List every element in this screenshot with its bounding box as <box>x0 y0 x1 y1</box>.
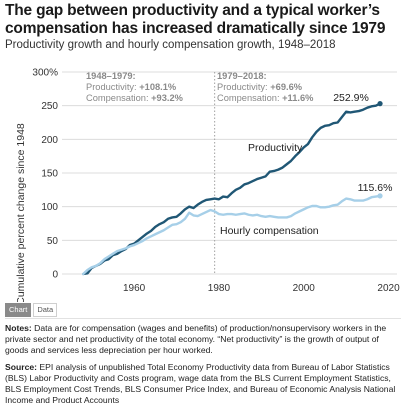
gridlines <box>62 71 397 275</box>
chart-notes: Notes: Data are for compensation (wages … <box>5 323 401 356</box>
x-tick-label: 1960 <box>123 283 146 294</box>
x-tick-label: 1980 <box>208 283 231 294</box>
productivity-end-point <box>377 101 383 107</box>
y-tick-label: 100 <box>41 202 58 213</box>
page-subtitle: Productivity growth and hourly compensat… <box>5 39 336 51</box>
period-1-label: 1948–1979: <box>86 71 136 81</box>
source-label: Source: <box>5 362 37 372</box>
divider <box>5 318 401 319</box>
productivity-end-label: 252.9% <box>333 92 369 104</box>
notes-label: Notes: <box>5 323 32 333</box>
y-tick-label: 0 <box>52 270 58 281</box>
x-tick-label: 2020 <box>377 283 400 294</box>
y-tick-label: 50 <box>47 236 59 247</box>
tab-chart[interactable]: Chart <box>5 303 32 317</box>
view-tabs: Chart Data <box>5 303 58 317</box>
compensation-series-label: Hourly compensation <box>220 225 319 237</box>
compensation-line <box>82 194 382 276</box>
productivity-line <box>82 102 382 276</box>
notes-text: Data are for compensation (wages and ben… <box>5 323 387 356</box>
period-2-compensation: Compensation: +11.6% <box>217 93 314 103</box>
productivity-series-label: Productivity <box>248 142 303 154</box>
source-text: EPI analysis of unpublished Total Econom… <box>5 362 396 406</box>
x-axis-tick-labels: 1960 1980 2000 2020 <box>123 283 400 294</box>
y-tick-label: 200 <box>41 135 58 146</box>
page-title: The gap between productivity and a typic… <box>5 2 386 37</box>
chart-source: Source: EPI analysis of unpublished Tota… <box>5 362 401 406</box>
period-1-productivity: Productivity: +108.1% <box>86 82 177 92</box>
period-1-compensation: Compensation: +93.2% <box>86 93 184 103</box>
y-axis-tick-labels: 0 50 100 150 200 250 300% <box>32 68 58 281</box>
tab-data[interactable]: Data <box>33 303 58 317</box>
y-tick-label: 250 <box>41 101 58 112</box>
y-tick-label: 300% <box>32 68 58 79</box>
compensation-end-label: 115.6% <box>358 182 393 194</box>
line-chart: 0 50 100 150 200 250 300% 1960 1980 2000 2020 Cum… <box>15 68 400 303</box>
compensation-end-point <box>377 193 383 199</box>
period-2-label: 1979–2018: <box>217 71 267 81</box>
period-2-productivity: Productivity: +69.6% <box>217 82 303 92</box>
y-tick-label: 150 <box>41 169 58 180</box>
series-lines <box>82 101 383 276</box>
y-axis-label: Cumulative percent change since 1948 <box>15 123 27 302</box>
x-tick-label: 2000 <box>293 283 316 294</box>
